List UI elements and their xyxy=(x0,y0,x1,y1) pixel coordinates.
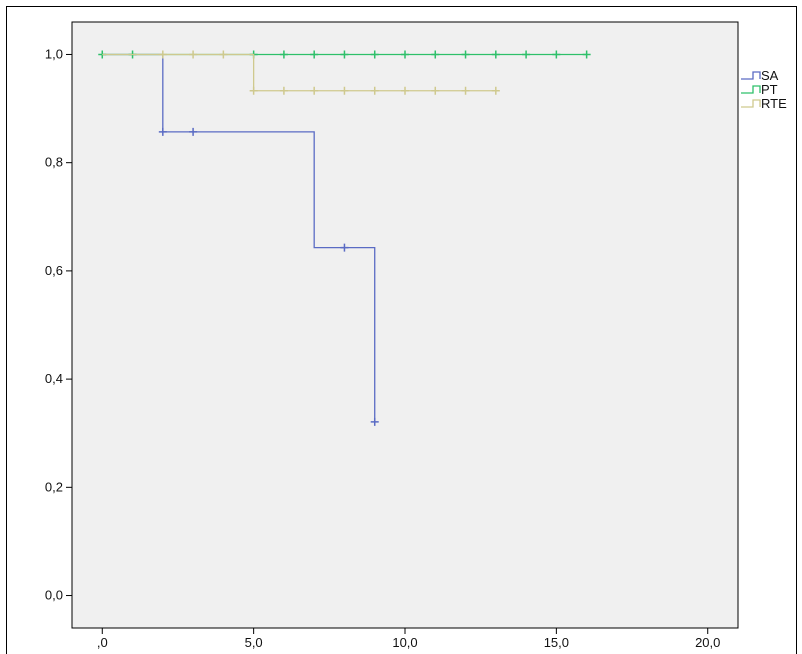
y-tick-label: 0,8 xyxy=(45,155,63,170)
y-tick-label: 0,2 xyxy=(45,479,63,494)
censor-mark xyxy=(552,50,561,59)
censor-mark xyxy=(431,86,440,95)
legend-swatch-pt xyxy=(741,85,761,94)
y-tick-label: 1,0 xyxy=(45,46,63,61)
legend-label-rte: RTE xyxy=(761,96,787,111)
legend-label-sa: SA xyxy=(761,68,779,83)
series-layer xyxy=(98,50,591,426)
censor-mark xyxy=(219,50,228,59)
censor-mark xyxy=(370,50,379,59)
censor-mark xyxy=(431,50,440,59)
censor-mark xyxy=(158,50,167,59)
censor-mark xyxy=(310,50,319,59)
x-tick-label: 10,0 xyxy=(392,635,417,650)
censor-mark xyxy=(279,50,288,59)
x-tick-label: ,0 xyxy=(97,635,108,650)
censor-mark xyxy=(401,86,409,95)
censor-mark xyxy=(189,50,198,59)
censor-mark xyxy=(491,50,500,59)
censor-mark xyxy=(370,417,379,426)
axes: 0,0 0,2 0,4 0,6 0,8 1,0 ,0 5,0 10,0 15,0 20,0 xyxy=(45,46,720,650)
y-tick-label: 0,4 xyxy=(45,371,63,386)
censor-mark xyxy=(522,50,531,59)
censor-mark xyxy=(158,127,167,136)
censor-mark xyxy=(401,50,409,59)
x-tick-label: 5,0 xyxy=(245,635,263,650)
legend-swatch-sa xyxy=(741,71,761,80)
censor-mark xyxy=(340,243,349,252)
x-tick-label: 20,0 xyxy=(695,635,720,650)
censor-mark xyxy=(249,86,258,95)
censor-mark xyxy=(461,50,470,59)
censor-mark xyxy=(491,86,500,95)
legend-swatch-rte xyxy=(741,99,761,108)
censor-mark xyxy=(279,86,288,95)
censor-mark xyxy=(582,50,591,59)
censor-mark xyxy=(461,86,470,95)
censor-mark xyxy=(370,86,379,95)
y-tick-label: 0,6 xyxy=(45,263,63,278)
y-tick-label: 0,0 xyxy=(45,588,63,603)
censor-mark xyxy=(310,86,319,95)
censor-mark xyxy=(340,50,349,59)
censor-mark xyxy=(340,86,349,95)
series-rte xyxy=(102,50,500,95)
x-tick-label: 15,0 xyxy=(544,635,569,650)
plot-area xyxy=(71,21,739,629)
legend-label-pt: PT xyxy=(761,82,778,97)
censor-mark xyxy=(189,127,198,136)
